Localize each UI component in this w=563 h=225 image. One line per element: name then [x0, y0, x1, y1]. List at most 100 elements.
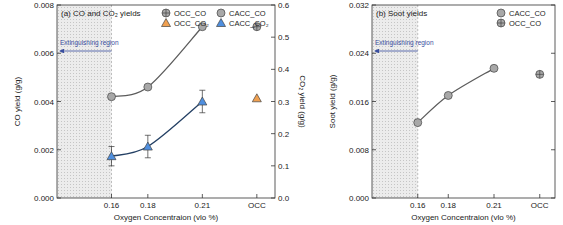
y-tick [57, 149, 61, 150]
y-tick-label: 0.000 [34, 194, 55, 203]
x-tick [147, 194, 148, 198]
x-tick [202, 194, 203, 198]
y-axis-label: CO yield (g/g) [13, 76, 22, 126]
fit-line [112, 102, 203, 157]
y2-tick-label: 0.1 [278, 162, 290, 171]
y2-tick-label: 0.4 [278, 65, 290, 74]
legend-label: CACC_CO [509, 9, 546, 18]
x-tick [111, 194, 112, 198]
y-tick-label: 0.032 [349, 1, 370, 10]
legend: CACC_COOCC_CO [497, 9, 546, 28]
y2-tick [271, 101, 275, 102]
y2-tick-label: 0.5 [278, 33, 290, 42]
y-tick [372, 5, 376, 6]
region-border [417, 5, 418, 198]
legend-marker [217, 19, 226, 27]
y-tick-label: 0.004 [34, 98, 55, 107]
x-tick-label: OCC [531, 201, 549, 210]
x-tick [417, 194, 418, 198]
y-tick [372, 53, 376, 54]
data-point [144, 83, 152, 91]
data-point [536, 70, 544, 78]
y-tick-label: 0.002 [34, 146, 55, 155]
y-tick-right [551, 101, 555, 102]
y-tick [372, 149, 376, 150]
chart-title: (b) Soot yields [376, 9, 427, 18]
x-axis-label: Oxygen Concentraion (vlo %) [411, 213, 516, 222]
y2-tick [271, 69, 275, 70]
legend-label: CACC_CO [229, 9, 266, 18]
annotation-arrow [60, 51, 112, 52]
y-tick [372, 198, 376, 199]
y-tick [372, 101, 376, 102]
region-border [111, 5, 112, 198]
y2-tick-label: 0.6 [278, 1, 290, 10]
y-tick-label: 0.000 [349, 194, 370, 203]
marker-triangle [162, 19, 171, 27]
marker-circle [162, 9, 170, 17]
x-tick-label: 0.18 [140, 201, 156, 210]
x-tick-label: 0.21 [195, 201, 211, 210]
y2-tick [271, 37, 275, 38]
legend-marker [162, 19, 171, 27]
regions [372, 5, 418, 198]
marker-circle [444, 91, 452, 99]
data-point [490, 64, 498, 72]
legend-marker [497, 19, 505, 27]
annotation-text: Extinguishing region [375, 39, 434, 47]
data-point [252, 94, 261, 102]
chart-title: (a) CO and CO₂ yields [61, 9, 141, 18]
legend-label: OCC_CO₂ [174, 19, 209, 28]
y-tick-right [551, 149, 555, 150]
data-layer [414, 64, 544, 126]
x-tick [539, 194, 540, 198]
annotation-arrow [375, 51, 418, 52]
data-point [444, 91, 452, 99]
annotation-text: Extinguishing region [60, 39, 119, 47]
legend-marker [497, 9, 505, 17]
chart-panel: 0.16 0.18 0.21 OCC 0.000 0.002 0.004 0.006 0.008… [13, 1, 307, 222]
legend: OCC_COOCC_CO₂CACC_COCACC_CO₂ [162, 9, 269, 28]
data-point [143, 142, 152, 150]
y2-tick [271, 165, 275, 166]
legend-marker [162, 9, 170, 17]
y-tick-right [551, 5, 555, 6]
chart-panel: 0.160.180.21OCC0.0000.0080.0160.0240.032… [328, 1, 555, 222]
y-axis-label: Soot yield (g/g) [328, 74, 337, 128]
regions [57, 5, 112, 198]
marker-triangle [198, 97, 207, 105]
y-tick [57, 101, 61, 102]
marker-cross [497, 19, 505, 27]
y-tick [57, 5, 61, 6]
marker-circle [497, 9, 505, 17]
y-tick-right [551, 198, 555, 199]
data-point [108, 93, 116, 101]
y-tick-label: 0.006 [34, 49, 55, 58]
fit-line [112, 27, 203, 97]
marker-circle [414, 119, 422, 127]
extinguishing-region [372, 5, 418, 198]
y2-tick-label: 0.3 [278, 98, 290, 107]
marker-triangle [143, 142, 152, 150]
data-point [198, 97, 207, 105]
marker-circle [217, 9, 225, 17]
y2-tick [271, 5, 275, 6]
x-tick [448, 194, 449, 198]
x-tick [256, 194, 257, 198]
plot-frame [372, 5, 555, 198]
marker-circle [490, 64, 498, 72]
x-tick-label: 0.21 [486, 201, 502, 210]
marker-circle [497, 19, 505, 27]
extinguishing-region [57, 5, 112, 198]
data-layer [107, 23, 261, 166]
y-tick-label: 0.008 [34, 1, 55, 10]
x-tick-label: 0.16 [104, 201, 120, 210]
marker-triangle [107, 152, 116, 160]
marker-circle [108, 93, 116, 101]
marker-triangle [217, 19, 226, 27]
legend-label: OCC_CO [174, 9, 206, 18]
legend-label: OCC_CO [509, 19, 541, 28]
x-tick-label: OCC [248, 201, 266, 210]
fit-line [418, 68, 494, 122]
marker-circle [536, 70, 544, 78]
